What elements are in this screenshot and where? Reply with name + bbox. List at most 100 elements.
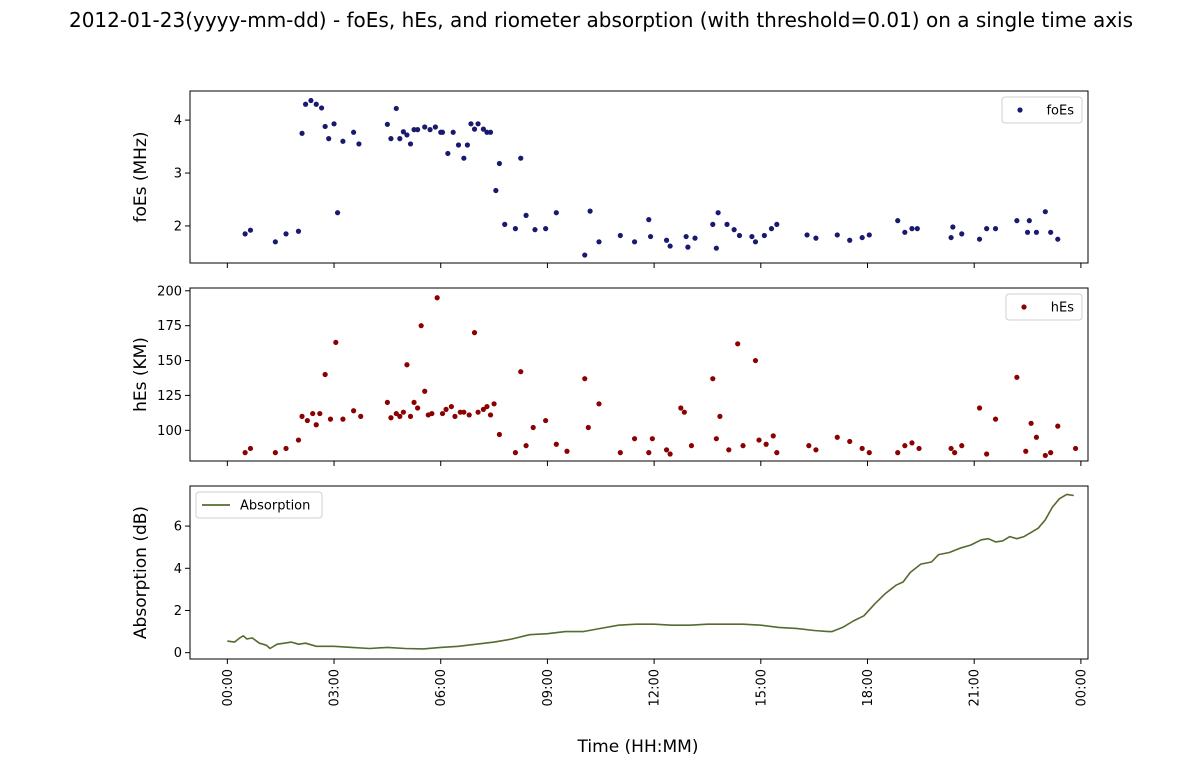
foes-point bbox=[302, 101, 309, 107]
hes-point bbox=[313, 422, 319, 428]
hes-point bbox=[646, 450, 652, 456]
foes-point bbox=[299, 130, 305, 136]
hes-point bbox=[434, 295, 440, 301]
foes-point bbox=[493, 187, 499, 194]
hes-point bbox=[756, 437, 762, 443]
foes-point bbox=[445, 150, 451, 157]
hes-point bbox=[327, 416, 334, 422]
hes-point bbox=[272, 450, 278, 456]
hes-point bbox=[404, 362, 410, 368]
hes-point bbox=[813, 447, 819, 453]
foes-point bbox=[950, 224, 956, 230]
foes-point bbox=[247, 227, 254, 233]
hes-point bbox=[429, 410, 435, 417]
foes-point bbox=[487, 129, 494, 135]
hes-point bbox=[859, 445, 865, 452]
foes-points bbox=[242, 97, 1061, 258]
hes-point bbox=[242, 450, 248, 456]
absorption-line-group bbox=[227, 493, 1074, 650]
foes-point bbox=[713, 245, 719, 251]
foes-y-tick-label: 3 bbox=[174, 167, 182, 182]
foes-point bbox=[984, 226, 990, 232]
hes-point bbox=[959, 443, 965, 449]
foes-point bbox=[543, 226, 549, 232]
hes-y-tick-label: 150 bbox=[157, 354, 182, 369]
hes-point bbox=[443, 406, 449, 412]
hes-point bbox=[806, 443, 812, 449]
hes-point bbox=[713, 436, 719, 442]
absorption-legend: Absorption bbox=[195, 491, 323, 519]
hes-point bbox=[740, 443, 746, 449]
foes-panel: foEs (MHz) 2 3 4 foEs bbox=[131, 90, 1089, 268]
hes-point bbox=[1048, 450, 1054, 456]
hes-point bbox=[530, 424, 536, 431]
hes-point bbox=[247, 445, 254, 452]
hes-point bbox=[491, 401, 497, 407]
foes-point bbox=[647, 233, 654, 240]
hes-point bbox=[984, 451, 990, 457]
hes-point bbox=[350, 408, 357, 414]
x-tick-label: 12:00 bbox=[648, 669, 663, 706]
hes-point bbox=[834, 434, 840, 440]
foes-point bbox=[646, 217, 652, 223]
hes-point bbox=[774, 450, 780, 456]
foes-point bbox=[813, 235, 819, 241]
hes-point bbox=[553, 441, 559, 447]
foes-point bbox=[1048, 229, 1054, 235]
foes-point bbox=[895, 218, 901, 224]
foes-y-ticks: 2 3 4 bbox=[174, 114, 190, 234]
foes-point bbox=[439, 129, 446, 135]
foes-x-tickmarks bbox=[226, 263, 1082, 268]
foes-point bbox=[663, 237, 670, 243]
absorption-line bbox=[227, 493, 1074, 650]
hes-y-tick-label: 100 bbox=[157, 424, 182, 439]
foes-point bbox=[553, 210, 559, 216]
hes-point bbox=[992, 416, 999, 422]
foes-y-axis-label: foEs (MHz) bbox=[131, 131, 151, 222]
foes-point bbox=[468, 121, 474, 127]
foes-point bbox=[866, 232, 872, 238]
hes-point bbox=[480, 406, 487, 412]
foes-point bbox=[397, 136, 403, 142]
foes-point bbox=[948, 234, 954, 241]
hes-point bbox=[582, 376, 588, 382]
foes-point bbox=[914, 226, 920, 232]
hes-y-axis-label: hEs (KM) bbox=[131, 337, 151, 412]
hes-point bbox=[407, 413, 414, 419]
hes-point bbox=[1023, 448, 1029, 454]
foes-point bbox=[384, 121, 390, 127]
hes-point bbox=[393, 410, 399, 417]
foes-point bbox=[480, 126, 487, 132]
x-tick-label: 21:00 bbox=[968, 669, 983, 706]
hes-point bbox=[384, 399, 390, 406]
hes-point bbox=[466, 412, 472, 418]
foes-point bbox=[496, 160, 503, 167]
foes-point bbox=[484, 129, 490, 135]
foes-point bbox=[710, 221, 716, 227]
hes-point bbox=[411, 399, 417, 406]
foes-point bbox=[724, 221, 730, 227]
foes-legend-label: foEs bbox=[1046, 104, 1074, 119]
hes-point bbox=[475, 409, 481, 415]
foes-point bbox=[859, 234, 865, 241]
absorption-y-ticks: 0 2 4 6 bbox=[174, 520, 190, 661]
foes-point bbox=[464, 142, 471, 148]
foes-legend-box bbox=[1001, 96, 1083, 124]
foes-point bbox=[308, 97, 314, 104]
hes-point bbox=[340, 416, 346, 422]
x-tick-label: 00:00 bbox=[1074, 669, 1089, 706]
hes-point bbox=[317, 410, 323, 417]
hes-x-tickmarks bbox=[226, 461, 1082, 466]
hes-point bbox=[1042, 452, 1048, 459]
foes-point bbox=[761, 232, 767, 239]
hes-point bbox=[976, 405, 983, 411]
hes-point bbox=[448, 403, 454, 410]
foes-point bbox=[326, 136, 332, 142]
foes-point bbox=[976, 236, 983, 242]
foes-point bbox=[847, 237, 853, 243]
foes-point bbox=[242, 231, 248, 237]
foes-point bbox=[1055, 236, 1061, 242]
foes-point bbox=[596, 239, 602, 245]
hes-point bbox=[487, 412, 494, 418]
foes-point bbox=[432, 124, 438, 130]
